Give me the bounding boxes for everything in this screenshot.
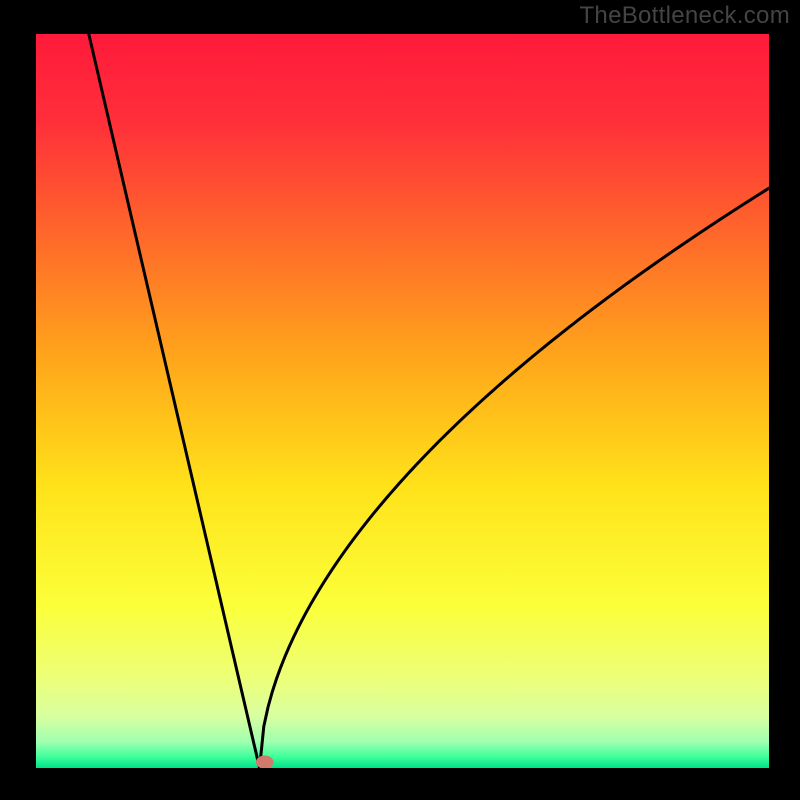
optimum-marker [256, 756, 274, 769]
watermark-text: TheBottleneck.com [579, 2, 790, 30]
bottleneck-chart [0, 0, 800, 800]
plot-background [36, 34, 769, 768]
